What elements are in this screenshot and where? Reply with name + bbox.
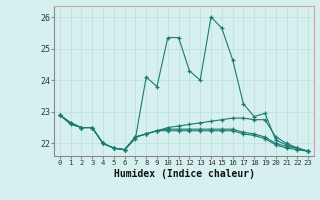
X-axis label: Humidex (Indice chaleur): Humidex (Indice chaleur) xyxy=(114,169,254,179)
